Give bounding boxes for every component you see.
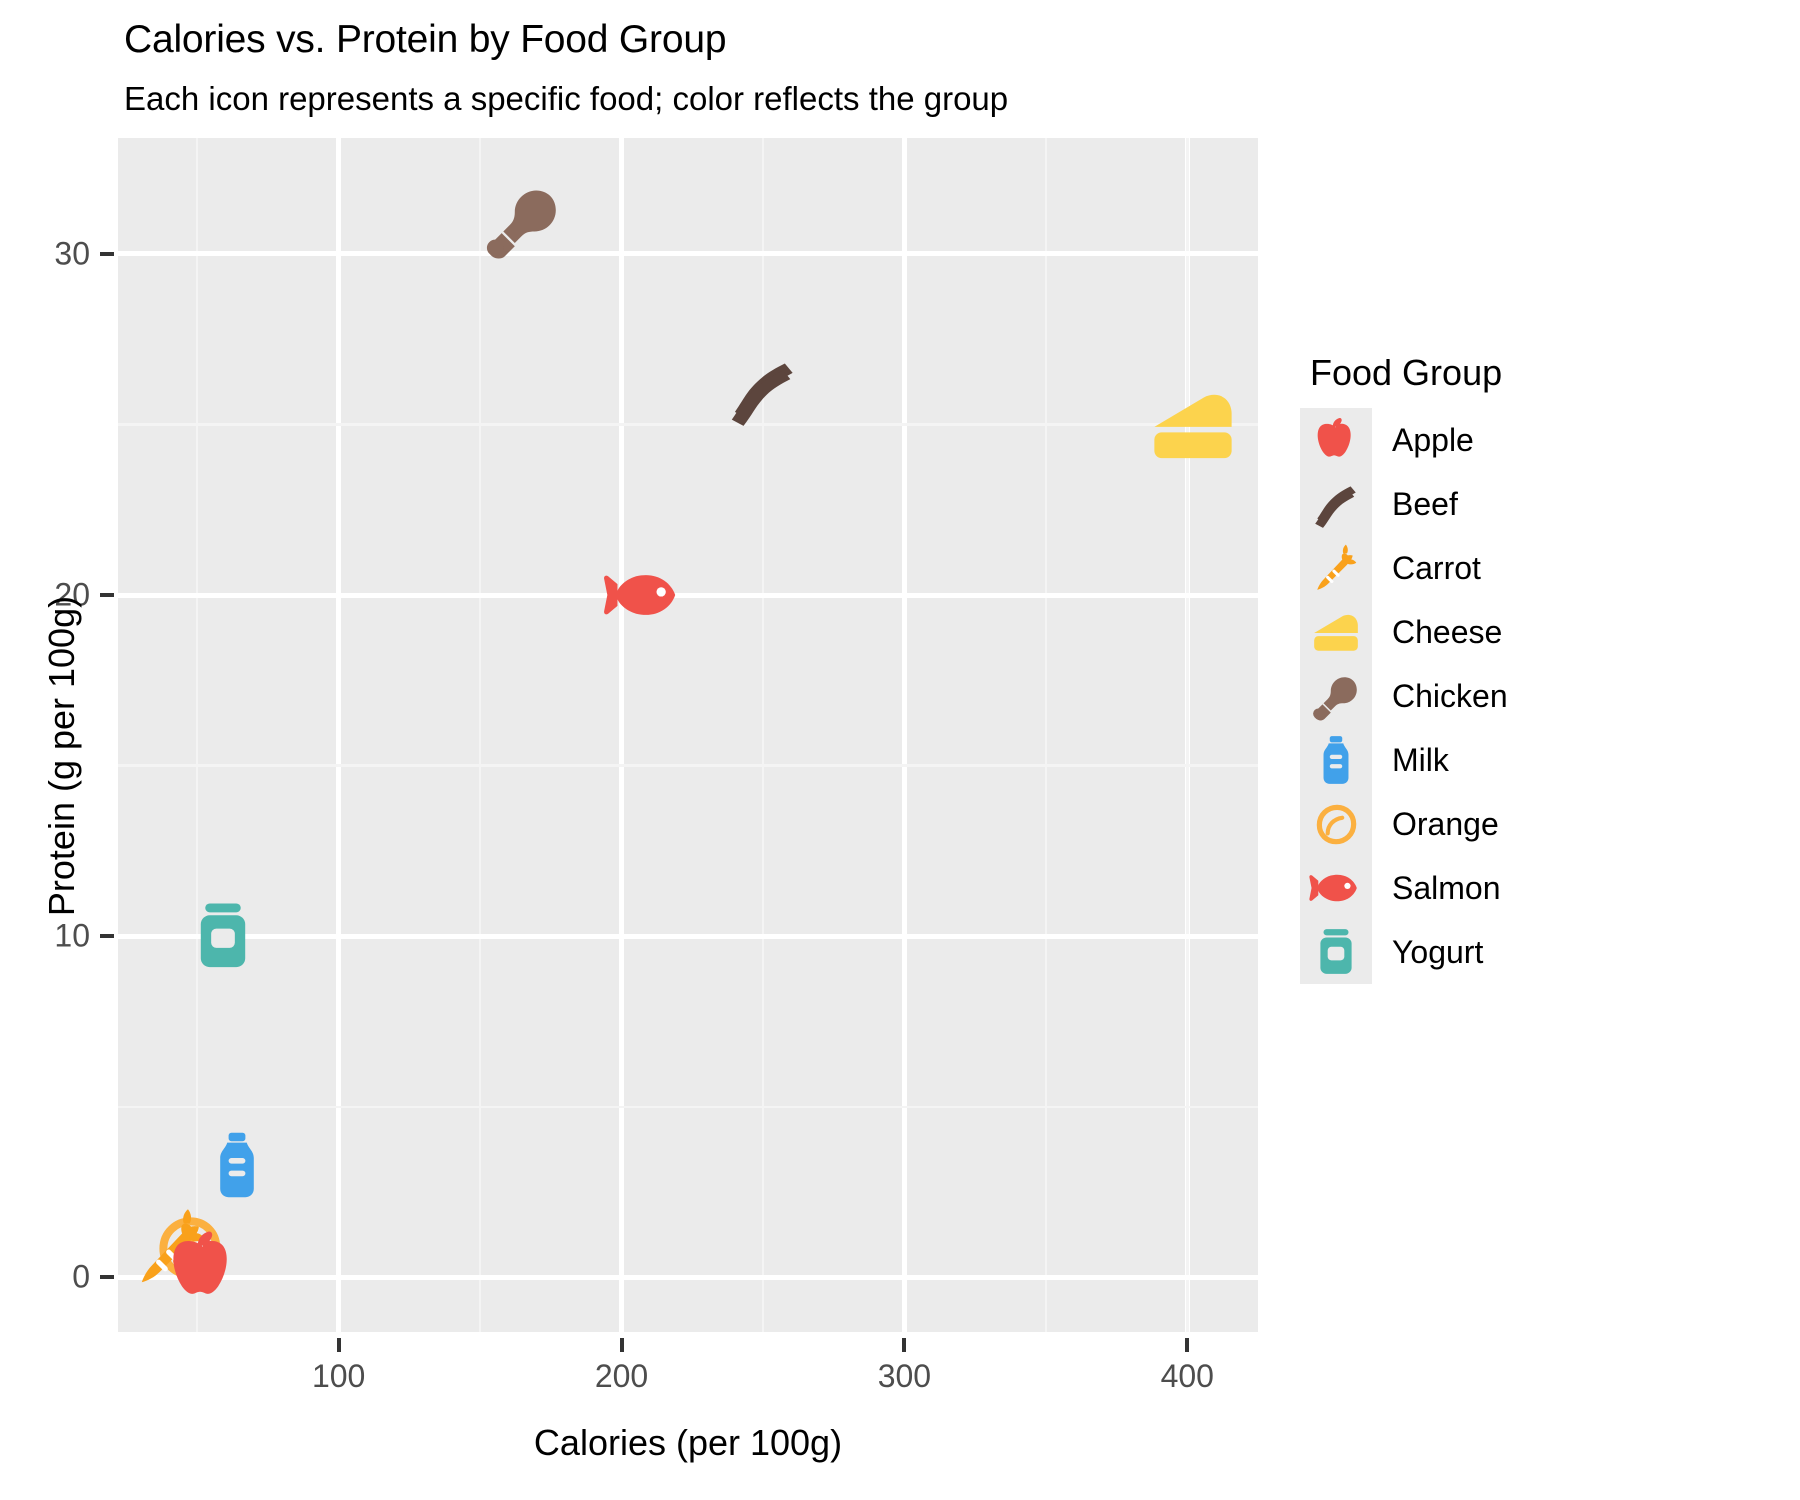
x-axis: 100 200 300 400 [118,1332,1258,1422]
gridline-y [118,251,1258,257]
legend-item-apple[interactable]: Apple [1300,408,1474,472]
x-axis-tick-mark [1185,1338,1190,1352]
x-axis-tick-label: 400 [1160,1358,1214,1394]
legend-title: Food Group [1310,352,1503,393]
gridline-x [901,138,907,1332]
gridline-y [118,592,1258,598]
legend-item-yogurt[interactable]: Yogurt [1300,920,1483,984]
data-point-beef[interactable] [724,351,802,429]
y-axis-tick-mark [100,593,114,598]
legend-item-cheese[interactable]: Cheese [1300,600,1502,664]
legend-items: Apple Beef Carrot Cheese Chicken Milk Orange Sa… [1300,408,1508,984]
y-axis: 0 10 20 30 [0,138,118,1332]
plot-panel [118,138,1258,1332]
gridline-x [336,138,342,1332]
legend-item-chicken[interactable]: Chicken [1300,664,1508,728]
gridline-x-minor [1186,138,1189,1332]
gridline-y-minor [118,764,1258,767]
legend-item-orange[interactable]: Orange [1300,792,1499,856]
bacon-icon [1300,472,1372,536]
legend-item-beef[interactable]: Beef [1300,472,1458,536]
data-point-cheese[interactable] [1147,379,1239,471]
fish-icon [1300,856,1372,920]
cheese-icon [1300,600,1372,664]
legend-item-label: Carrot [1392,549,1481,586]
carrot-icon [1300,536,1372,600]
legend-item-label: Beef [1392,485,1458,522]
x-axis-tick-mark [336,1338,341,1352]
y-axis-tick-label: 20 [54,576,90,613]
x-axis-tick-label: 100 [311,1358,366,1394]
lemon-icon [1300,792,1372,856]
legend-item-label: Cheese [1392,613,1503,650]
y-axis-tick-label: 30 [54,235,90,272]
drumstick-icon [1300,664,1372,728]
x-axis-tick-mark [619,1338,624,1352]
page-title: Calories vs. Protein by Food Group [124,18,727,61]
data-point-chicken[interactable] [482,179,564,261]
data-point-apple[interactable] [161,1225,245,1309]
x-axis-title: Calories (per 100g) [533,1422,843,1463]
y-axis-tick-mark [100,934,114,939]
apple-icon [1300,408,1372,472]
data-point-milk[interactable] [202,1130,272,1200]
y-axis-tick-label: 0 [72,1258,90,1295]
legend-item-milk[interactable]: Milk [1300,728,1449,792]
y-axis-title: Protein (g per 100g) [41,595,82,917]
legend-item-label: Yogurt [1392,933,1484,970]
legend-item-label: Chicken [1392,677,1508,714]
legend: Food Group Apple Beef Carrot Cheese Chicken M… [1300,352,1508,984]
gridline-x-minor [761,138,765,1332]
gridline-x-minor [195,138,199,1332]
x-axis-tick-mark [902,1338,907,1352]
jar-icon [1300,920,1372,984]
legend-item-salmon[interactable]: Salmon [1300,856,1501,920]
gridline-y-minor [118,423,1258,426]
gridline-x-minor [1044,138,1048,1332]
y-axis-tick-label: 10 [54,917,90,954]
gridline-y [118,1274,1258,1280]
page-subtitle: Each icon represents a specific food; co… [124,80,1009,117]
legend-item-label: Apple [1392,421,1474,458]
gridline-x [619,138,625,1332]
legend-item-label: Orange [1392,805,1499,842]
y-axis-tick-mark [100,251,114,256]
x-axis-tick-label: 200 [594,1358,649,1394]
bottle-icon [1300,728,1372,792]
gridline-x-minor [478,138,482,1332]
gridline-y-minor [118,1105,1258,1109]
legend-item-carrot[interactable]: Carrot [1300,536,1481,600]
y-axis-tick-mark [100,1275,114,1280]
data-point-yogurt[interactable] [186,899,260,973]
x-axis-tick-label: 300 [877,1358,932,1394]
gridline-y [118,933,1258,939]
legend-item-label: Salmon [1392,869,1501,906]
legend-item-label: Milk [1392,741,1449,778]
data-point-salmon[interactable] [604,556,683,634]
